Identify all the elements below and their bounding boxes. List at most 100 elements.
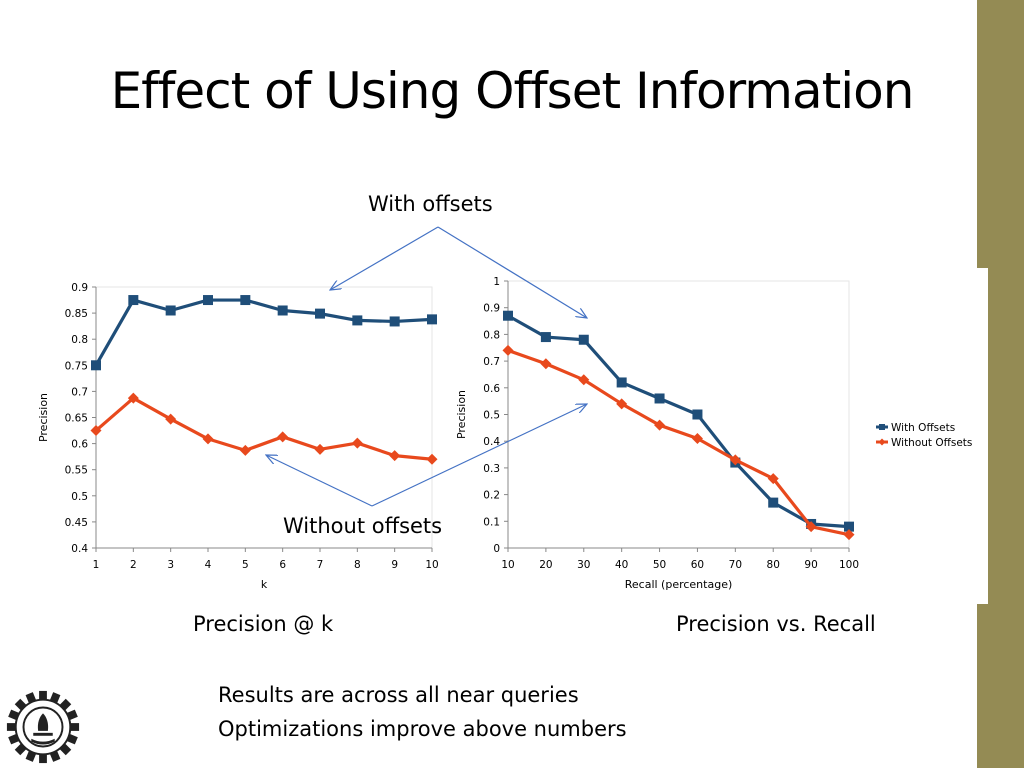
- legend-label: With Offsets: [891, 422, 955, 434]
- arrow-with-to-right: [437, 226, 587, 318]
- x-tick-label: 3: [167, 559, 174, 571]
- y-tick-label: 0.5: [483, 410, 500, 422]
- x-tick-label: 80: [767, 559, 780, 571]
- data-point-without-offsets: [90, 425, 102, 437]
- x-tick-label: 30: [577, 559, 590, 571]
- x-tick-label: 60: [691, 559, 704, 571]
- x-tick-label: 8: [354, 559, 361, 571]
- x-tick-label: 100: [839, 559, 859, 571]
- y-tick-label: 0.6: [483, 383, 500, 395]
- data-point-without-offsets: [314, 443, 326, 455]
- x-tick-label: 40: [615, 559, 628, 571]
- series-line-without-offsets: [507, 348, 850, 537]
- x-tick-label: 10: [425, 559, 438, 571]
- y-tick-label: 0.65: [65, 413, 88, 425]
- arrow-without-to-left: [266, 455, 373, 507]
- data-point-with-offsets: [844, 521, 854, 532]
- y-tick-label: 0.6: [71, 439, 88, 451]
- data-point-without-offsets: [767, 473, 779, 485]
- y-tick-label: 0.75: [65, 360, 88, 372]
- data-point-without-offsets: [351, 437, 363, 449]
- data-point-with-offsets: [654, 393, 665, 404]
- series-line-with-offsets: [94, 298, 433, 367]
- precision-recall-chart: 0 0.1 0.2 0.3 0.4 0.5 0.6 0.7 0.8 0.9 1 10 20 30 40 50 6…: [455, 276, 972, 591]
- data-point-with-offsets: [165, 305, 176, 316]
- x-tick-label: 50: [653, 559, 666, 571]
- data-point-without-offsets: [239, 444, 251, 456]
- slide-title: Effect of Using Offset Information: [110, 62, 915, 120]
- y-tick-label: 0.9: [71, 282, 88, 294]
- plot-area: [95, 286, 433, 549]
- x-tick-label: 5: [242, 559, 249, 571]
- arrow-without-to-right: [371, 404, 587, 507]
- caption-precision-at-k: Precision @ k: [193, 612, 334, 636]
- legend-marker: [878, 438, 886, 446]
- data-point-with-offsets: [540, 332, 551, 343]
- y-tick-label: 1: [493, 276, 500, 288]
- data-point-with-offsets: [277, 305, 288, 316]
- data-point-with-offsets: [91, 360, 101, 371]
- y-tick-label: 0.7: [71, 386, 88, 398]
- x-tick-label: 2: [130, 559, 137, 571]
- y-tick-label: 0.7: [483, 356, 500, 368]
- y-axis-label: Precision: [37, 393, 50, 442]
- x-tick-label: 7: [317, 559, 324, 571]
- data-point-without-offsets: [389, 450, 401, 462]
- data-point-with-offsets: [692, 409, 703, 420]
- data-point-without-offsets: [540, 358, 552, 370]
- x-tick-label: 90: [804, 559, 817, 571]
- institute-logo: [6, 690, 80, 764]
- side-decoration-notch: [977, 268, 988, 604]
- data-point-with-offsets: [578, 334, 589, 345]
- x-tick-label: 70: [729, 559, 742, 571]
- data-point-without-offsets: [805, 521, 817, 533]
- data-point-with-offsets: [389, 316, 400, 327]
- note-line-1: Results are across all near queries: [218, 683, 579, 707]
- y-tick-label: 0.45: [65, 517, 88, 529]
- data-point-without-offsets: [654, 419, 666, 431]
- data-point-without-offsets: [691, 433, 703, 445]
- y-tick-label: 0.8: [483, 329, 500, 341]
- x-tick-label: 1: [93, 559, 100, 571]
- x-tick-label: 20: [539, 559, 552, 571]
- callout-without-offsets: Without offsets: [283, 514, 443, 538]
- data-point-without-offsets: [127, 392, 139, 404]
- data-point-with-offsets: [768, 497, 779, 508]
- y-tick-label: 0.5: [71, 491, 88, 503]
- legend-marker: [879, 424, 885, 430]
- data-point-with-offsets: [427, 314, 437, 325]
- y-tick-label: 0.8: [71, 334, 88, 346]
- callout-arrows: [266, 226, 587, 507]
- x-axis-label: k: [261, 578, 268, 591]
- data-point-without-offsets: [729, 454, 741, 466]
- data-point-without-offsets: [202, 433, 214, 445]
- data-point-without-offsets: [165, 413, 177, 425]
- series-line-without-offsets: [94, 396, 433, 461]
- y-tick-label: 0.2: [483, 490, 500, 502]
- y-tick-label: 0.55: [65, 465, 88, 477]
- y-tick-label: 0.1: [483, 516, 500, 528]
- data-point-without-offsets: [502, 344, 514, 356]
- data-point-without-offsets: [578, 374, 590, 386]
- y-tick-label: 0.4: [483, 436, 500, 448]
- note-line-2: Optimizations improve above numbers: [218, 717, 627, 741]
- data-point-with-offsets: [352, 315, 363, 326]
- y-axis-label: Precision: [455, 390, 468, 439]
- callout-with-offsets: With offsets: [368, 192, 493, 216]
- series-line-with-offsets: [507, 314, 850, 529]
- data-point-without-offsets: [426, 453, 438, 465]
- data-point-with-offsets: [315, 308, 325, 319]
- x-tick-label: 10: [501, 559, 514, 571]
- data-point-with-offsets: [128, 295, 139, 306]
- data-point-without-offsets: [843, 529, 855, 541]
- data-point-without-offsets: [616, 398, 628, 410]
- data-point-with-offsets: [203, 295, 213, 306]
- data-point-with-offsets: [616, 377, 627, 388]
- x-tick-label: 4: [205, 559, 212, 571]
- y-tick-label: 0: [493, 543, 500, 555]
- y-tick-label: 0.9: [483, 303, 500, 315]
- x-axis-label: Recall (percentage): [625, 578, 733, 591]
- data-point-without-offsets: [277, 431, 289, 443]
- legend-label: Without Offsets: [891, 437, 972, 449]
